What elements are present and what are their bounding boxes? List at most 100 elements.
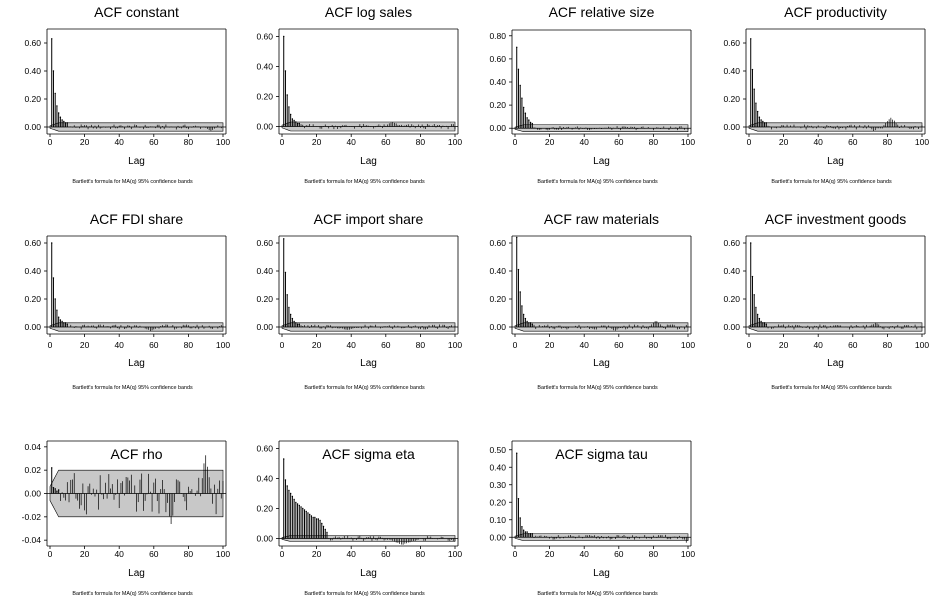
x-tick-label: 0 xyxy=(747,340,752,350)
acf-point xyxy=(291,495,294,498)
panel-title: ACF investment goods xyxy=(765,211,907,227)
acf-point xyxy=(521,526,523,528)
acf-point xyxy=(531,323,533,325)
acf-point xyxy=(54,298,56,300)
panel-title: ACF rho xyxy=(110,446,162,462)
panel-title: ACF import share xyxy=(314,211,424,227)
y-tick-label: 0.40 xyxy=(256,474,273,484)
x-axis-label: Lag xyxy=(827,358,844,369)
acf-point xyxy=(529,121,532,124)
x-tick-label: 20 xyxy=(312,137,322,147)
y-tick-label: 0.00 xyxy=(489,123,506,133)
x-tick-label: 20 xyxy=(779,137,789,147)
acf-point xyxy=(762,322,764,324)
panel-title: ACF FDI share xyxy=(90,211,184,227)
y-tick-label: 0.00 xyxy=(723,122,740,132)
acf-point xyxy=(310,515,313,517)
x-axis-label: Lag xyxy=(360,568,377,579)
x-tick-label: 20 xyxy=(545,549,555,559)
acf-point xyxy=(760,320,762,323)
acf-point xyxy=(61,119,63,121)
x-tick-label: 40 xyxy=(579,340,589,350)
acf-point xyxy=(750,242,752,244)
acf-point xyxy=(531,533,533,535)
acf-point xyxy=(283,458,285,460)
confidence-band-note: Bartlett's formula for MA(q) 95% confide… xyxy=(771,179,892,185)
x-tick-label: 20 xyxy=(779,340,789,350)
x-tick-label: 20 xyxy=(80,137,90,147)
acf-point xyxy=(751,68,754,71)
x-axis-label: Lag xyxy=(128,358,145,369)
x-tick-label: 100 xyxy=(216,340,230,350)
acf-panel: ACF raw materials 0.00 0.20 0.40 0.60 0 20 40 60… xyxy=(489,211,695,391)
acf-point xyxy=(59,116,62,118)
x-tick-label: 80 xyxy=(883,137,893,147)
x-tick-label: 40 xyxy=(114,137,124,147)
acf-point xyxy=(526,531,528,533)
acf-point xyxy=(59,319,62,321)
y-tick-label: 0.40 xyxy=(256,266,273,276)
acf-panel: ACF import share 0.00 0.20 0.40 0.60 0 20 40 60 8… xyxy=(256,211,462,391)
acf-point xyxy=(295,322,297,324)
x-tick-label: 60 xyxy=(149,549,159,559)
x-tick-label: 100 xyxy=(915,340,929,350)
acf-point xyxy=(521,305,523,307)
acf-point xyxy=(298,504,300,507)
acf-point xyxy=(326,531,328,534)
acf-point xyxy=(315,518,318,520)
acf-panel: ACF investment goods 0.00 0.20 0.40 0.60 0 20 4… xyxy=(723,211,929,391)
y-tick-label: -0.02 xyxy=(22,512,42,522)
acf-point xyxy=(284,479,287,481)
acf-point xyxy=(762,120,764,123)
y-tick-label: 0.60 xyxy=(256,444,273,454)
confidence-band-note: Bartlett's formula for MA(q) 95% confide… xyxy=(72,591,193,597)
y-tick-label: 0.40 xyxy=(24,66,41,76)
x-tick-label: 40 xyxy=(114,549,124,559)
x-tick-label: 0 xyxy=(280,549,285,559)
acf-point xyxy=(753,88,755,90)
acf-point xyxy=(57,489,60,491)
y-tick-label: -0.04 xyxy=(22,535,42,545)
acf-point xyxy=(52,277,55,279)
x-tick-label: 80 xyxy=(416,137,426,147)
x-tick-label: 80 xyxy=(649,549,659,559)
acf-panel: ACF log sales 0.00 0.20 0.40 0.60 0 20 40 60 80 10… xyxy=(256,4,462,185)
acf-point xyxy=(296,503,299,505)
x-axis-label: Lag xyxy=(827,156,844,167)
y-tick-label: 0.20 xyxy=(723,94,740,104)
x-tick-label: 0 xyxy=(48,549,53,559)
y-tick-label: 0.00 xyxy=(24,489,41,499)
acf-point xyxy=(324,528,326,531)
x-tick-label: 100 xyxy=(681,549,695,559)
acf-point xyxy=(758,317,761,320)
y-tick-label: 0.00 xyxy=(24,122,41,132)
y-tick-label: 0.40 xyxy=(24,266,41,276)
acf-point xyxy=(755,102,757,104)
acf-point xyxy=(517,268,520,271)
x-tick-label: 20 xyxy=(80,340,90,350)
x-tick-label: 40 xyxy=(346,340,356,350)
acf-point xyxy=(528,119,530,121)
x-tick-label: 0 xyxy=(513,549,518,559)
acf-point xyxy=(295,501,297,504)
y-tick-label: 0.20 xyxy=(489,100,506,110)
acf-point xyxy=(760,119,762,121)
acf-point xyxy=(519,291,521,293)
acf-point xyxy=(51,38,53,40)
y-tick-label: 0.60 xyxy=(489,238,506,248)
x-tick-label: 20 xyxy=(312,549,322,559)
acf-point xyxy=(317,518,320,520)
x-tick-label: 40 xyxy=(114,340,124,350)
x-tick-label: 20 xyxy=(312,340,322,350)
y-tick-label: 0.00 xyxy=(723,322,740,332)
y-tick-label: 0.02 xyxy=(24,465,41,475)
acf-point xyxy=(64,122,67,124)
acf-point xyxy=(63,322,65,324)
acf-point xyxy=(289,113,292,116)
confidence-band-note: Bartlett's formula for MA(q) 95% confide… xyxy=(537,591,658,597)
acf-point xyxy=(750,38,752,40)
acf-point xyxy=(517,68,520,70)
x-tick-label: 40 xyxy=(579,549,589,559)
x-tick-label: 20 xyxy=(80,549,90,559)
acf-point xyxy=(519,84,521,87)
